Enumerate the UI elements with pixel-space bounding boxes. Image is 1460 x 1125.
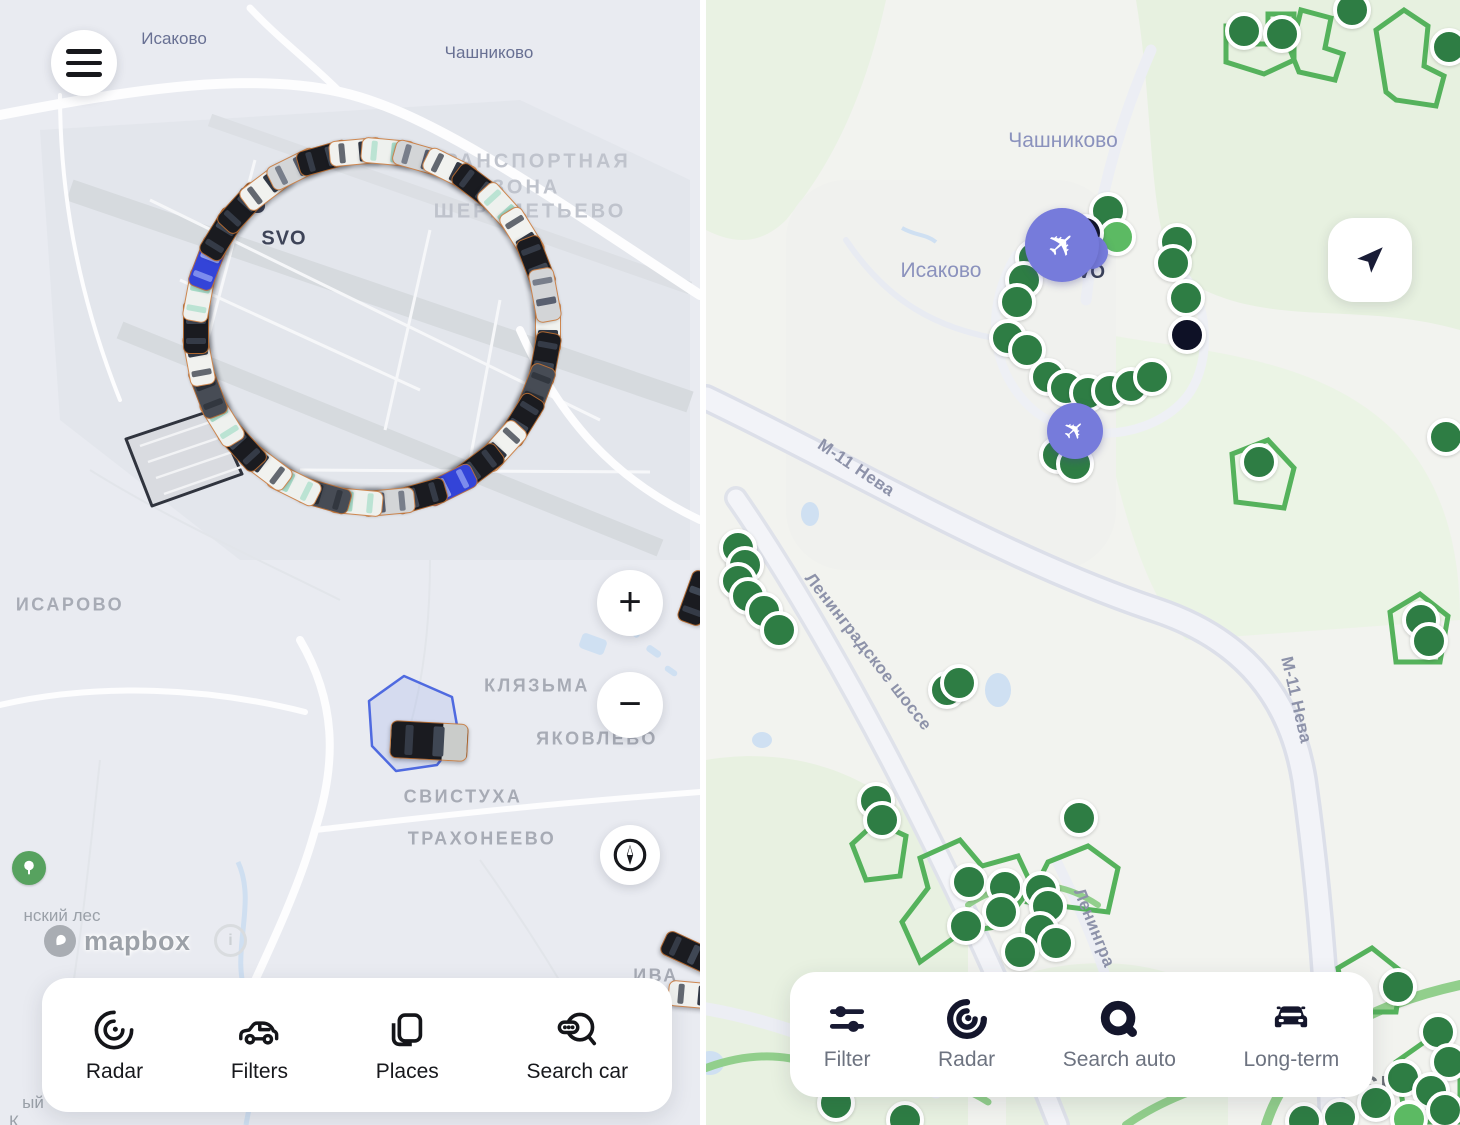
left-bottom-toolbar: Radar Filters Places xyxy=(42,978,672,1112)
radar-icon xyxy=(95,1010,134,1049)
park-poi xyxy=(12,851,46,885)
mapbox-logo-icon xyxy=(44,925,76,957)
car-front-icon xyxy=(1275,1006,1308,1028)
hamburger-icon xyxy=(66,49,102,77)
places-button[interactable]: Places xyxy=(376,1007,439,1084)
svo-airport-badge: ✈ xyxy=(239,187,265,213)
radar-button[interactable]: Radar xyxy=(938,997,995,1072)
car-side-icon xyxy=(239,1020,279,1045)
zoom-out-button[interactable]: − xyxy=(597,672,663,738)
long-term-button[interactable]: Long-term xyxy=(1243,997,1339,1072)
toolbar-label: Places xyxy=(375,1059,439,1083)
toolbar-label: Filter xyxy=(823,1048,871,1071)
menu-button[interactable] xyxy=(51,30,117,96)
compass-icon xyxy=(613,838,647,872)
toolbar-label: Radar xyxy=(937,1048,996,1071)
right-map-panel[interactable]: Чашниково Исаково SVO М-11 Нева Ленинградско… xyxy=(706,0,1460,1125)
search-auto-button[interactable]: Search auto xyxy=(1063,997,1176,1072)
toolbar-label: Radar xyxy=(85,1059,144,1083)
plus-icon: + xyxy=(618,579,642,624)
filter-button[interactable]: Filter xyxy=(823,997,871,1072)
left-map-panel[interactable]: Исаково Чашниково ТРАНСПОРТНАЯ ЗОНА ШЕРЕМЕТЬ… xyxy=(0,0,700,1125)
right-map-graphics xyxy=(706,0,1460,1125)
radar-filled-icon xyxy=(946,999,987,1039)
radar-button[interactable]: Radar xyxy=(86,1007,143,1084)
toolbar-label: Search auto xyxy=(1062,1048,1176,1071)
minus-icon: − xyxy=(618,681,642,726)
toolbar-label: Filters xyxy=(230,1059,288,1083)
tree-icon xyxy=(24,860,34,875)
overlapping-squares-icon xyxy=(392,1012,423,1046)
sliders-icon xyxy=(830,1006,865,1032)
toolbar-label: Search car xyxy=(526,1059,629,1083)
locate-button[interactable] xyxy=(1328,218,1412,302)
mapbox-attribution[interactable]: mapbox xyxy=(44,925,191,957)
filters-button[interactable]: Filters xyxy=(231,1007,288,1084)
airplane-icon: ✈ xyxy=(245,190,259,210)
search-car-button[interactable]: Search car xyxy=(526,1007,629,1084)
mapbox-wordmark: mapbox xyxy=(84,925,191,956)
right-bottom-toolbar: Filter Radar Search auto xyxy=(790,972,1373,1097)
search-car-icon xyxy=(557,1012,597,1045)
locate-arrow-icon xyxy=(1357,247,1383,273)
compass-button[interactable] xyxy=(600,825,660,885)
toolbar-label: Long-term xyxy=(1243,1048,1340,1071)
zoom-in-button[interactable]: + xyxy=(597,570,663,636)
info-icon[interactable]: i xyxy=(214,924,247,957)
search-bold-icon xyxy=(1101,1000,1138,1037)
